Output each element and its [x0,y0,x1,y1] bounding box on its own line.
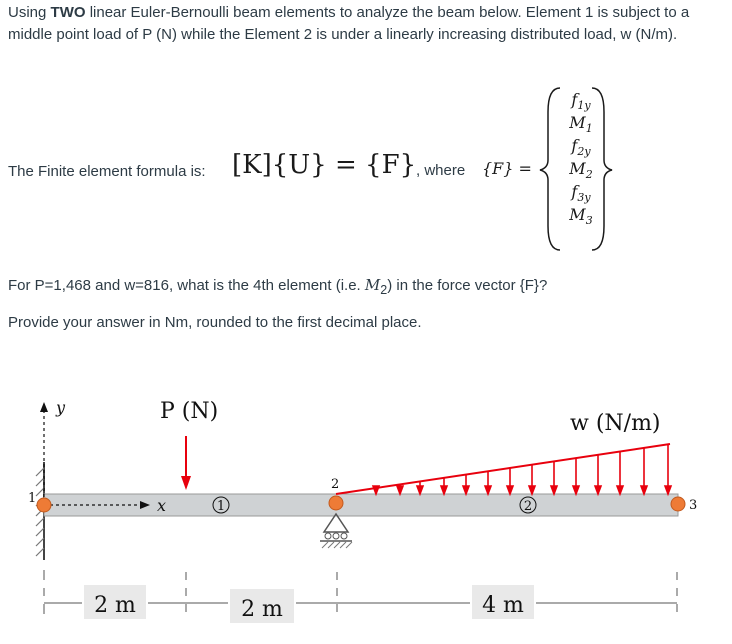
where-text: , where [416,162,466,179]
point-load-label: P (N) [160,399,218,424]
distributed-load-line [335,443,671,495]
dimension-2-box [230,589,294,623]
dimension-3-label: 4 m [482,593,524,618]
vector-entry-M3: M3 [569,205,593,228]
answer-instructions: Provide your answer in Nm, rounded to th… [8,314,422,331]
node-3-icon [670,496,686,512]
emphasis-two: TWO [50,4,86,21]
dimension-1-box [84,585,146,619]
dimension-lines [43,570,678,614]
distributed-load-arrows [371,444,673,497]
roller-support-icon [320,512,353,549]
formula-label: The Finite element formula is: [8,163,206,180]
vector-entry-f2y: f2y [571,136,591,159]
element-2-label: 2 [524,499,532,514]
vector-brace [539,87,613,251]
distributed-load-label: w (N/m) [570,411,661,436]
node-1-label: 1 [28,491,36,506]
dimension-1-label: 2 m [94,593,136,618]
node-2-label: 2 [331,477,339,492]
dimension-3-box [472,585,534,619]
vector-entry-f3y: f3y [571,182,591,205]
element-2-marker [519,496,537,514]
element-1-marker [212,496,230,514]
y-axis-label: y [55,398,66,417]
vector-entry-f1y: f1y [571,90,591,113]
question-text: For P=1,468 and w=816, what is the 4th e… [8,276,548,297]
node-1-icon [36,497,52,513]
problem-intro: Using TWO linear Euler-Bernoulli beam el… [8,4,690,43]
force-vector-label: {F} = [482,159,532,178]
node-2-icon [328,495,344,511]
node-3-label: 3 [689,498,697,513]
dimension-2-label: 2 m [241,597,283,622]
force-vector-entries: f1y M1 f2y M2 f3y M3 [560,88,602,228]
fem-equation: [K]{U} = {F} [232,150,417,180]
vector-entry-M1: M1 [569,113,593,136]
beam-diagram: y x P (N) w (N/m) 1 2 [28,398,697,623]
vector-entry-M2: M2 [569,159,593,182]
point-load-arrow-icon [181,476,191,490]
beam [43,493,679,517]
x-axis-label: x [157,496,166,515]
element-1-label: 1 [217,499,225,514]
